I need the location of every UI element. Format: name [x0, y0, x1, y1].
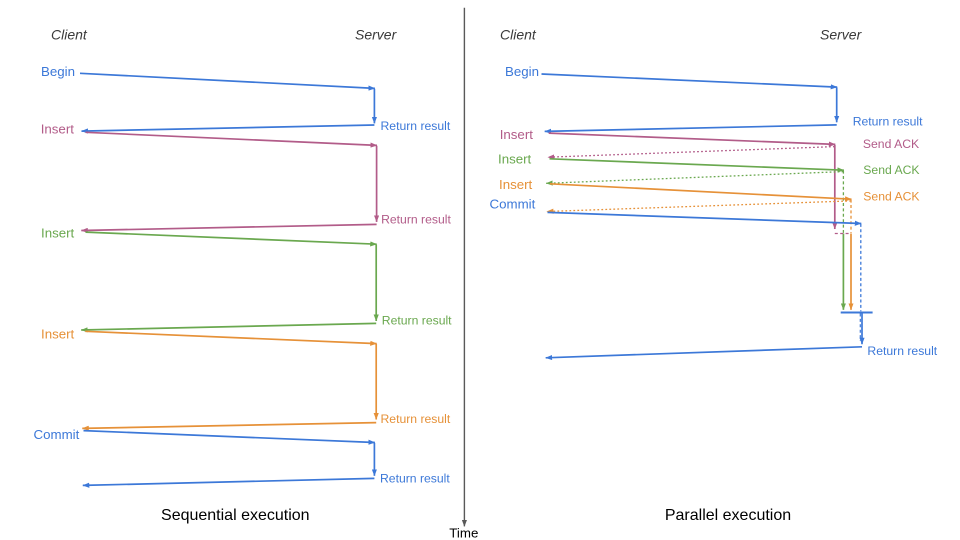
svg-text:Insert: Insert: [41, 326, 75, 341]
svg-text:Insert: Insert: [500, 127, 534, 142]
svg-text:Send ACK: Send ACK: [863, 137, 919, 151]
svg-text:Return result: Return result: [380, 471, 450, 485]
svg-text:Insert: Insert: [498, 151, 532, 166]
svg-text:Parallel execution: Parallel execution: [665, 507, 791, 524]
svg-text:Begin: Begin: [505, 64, 539, 79]
svg-text:Sequential execution: Sequential execution: [161, 507, 310, 524]
svg-text:Return result: Return result: [382, 314, 452, 328]
svg-text:Insert: Insert: [41, 226, 75, 241]
svg-text:Return result: Return result: [381, 412, 451, 426]
svg-text:Send ACK: Send ACK: [863, 163, 919, 177]
svg-text:Client: Client: [51, 27, 88, 43]
svg-text:Return result: Return result: [867, 344, 937, 358]
svg-text:Insert: Insert: [41, 122, 75, 137]
svg-text:Server: Server: [355, 27, 398, 43]
svg-text:Return result: Return result: [381, 119, 451, 133]
svg-text:Send ACK: Send ACK: [863, 190, 919, 204]
svg-text:Return result: Return result: [853, 115, 923, 129]
svg-text:Insert: Insert: [499, 177, 533, 192]
svg-text:Begin: Begin: [41, 64, 75, 79]
svg-text:Time: Time: [449, 526, 478, 540]
svg-text:Commit: Commit: [34, 427, 80, 442]
svg-text:Client: Client: [500, 27, 537, 43]
svg-text:Server: Server: [820, 27, 863, 43]
svg-text:Commit: Commit: [490, 196, 536, 211]
svg-text:Return result: Return result: [381, 213, 451, 227]
